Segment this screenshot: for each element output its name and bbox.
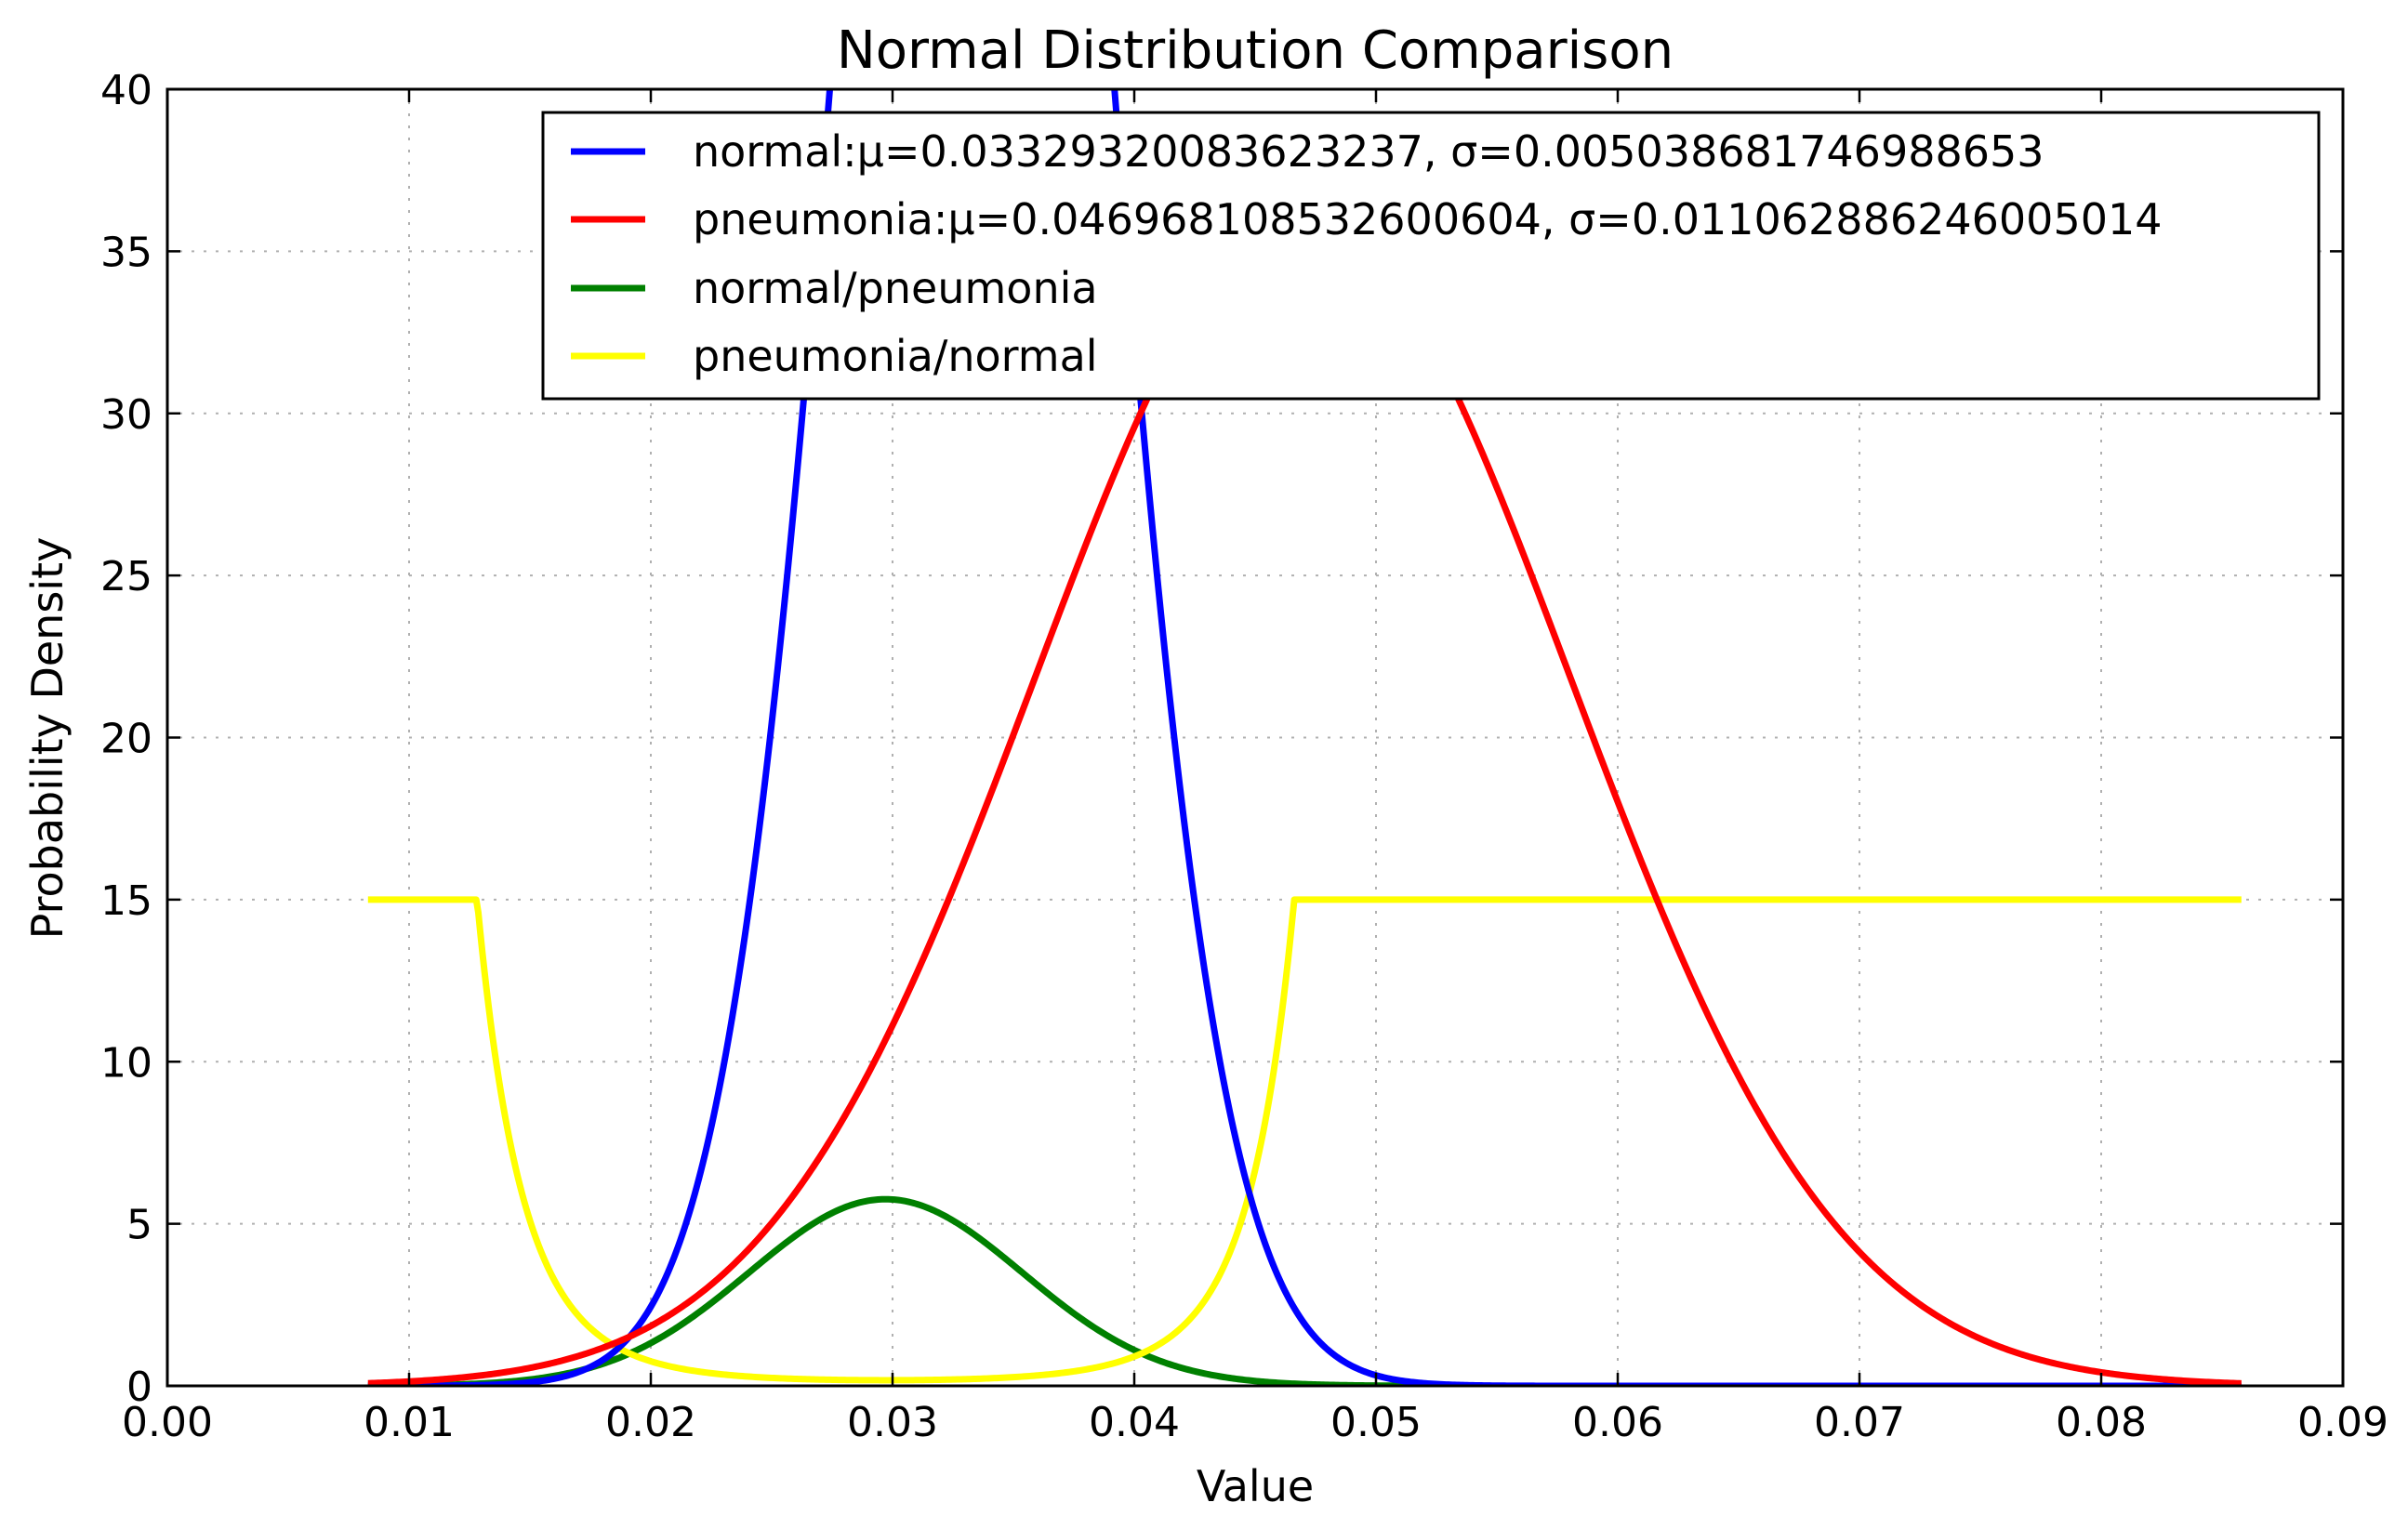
legend-label-pneumonia: pneumonia:μ=0.046968108532600604, σ=0.01… xyxy=(693,194,2163,244)
x-axis-label: Value xyxy=(1197,1461,1314,1511)
y-tick-label: 15 xyxy=(100,877,152,925)
x-tick-label: 0.07 xyxy=(1814,1399,1905,1446)
y-tick-label: 25 xyxy=(100,553,152,600)
y-tick-label: 30 xyxy=(100,391,152,439)
legend-label-normal-pneumonia: normal/pneumonia xyxy=(693,263,1098,313)
chart-title: Normal Distribution Comparison xyxy=(837,20,1674,81)
x-tick-label: 0.02 xyxy=(605,1399,696,1446)
series-pneumonia-normal-curve xyxy=(366,896,2243,1384)
x-tick-label: 0.03 xyxy=(847,1399,938,1446)
y-tick-label: 40 xyxy=(100,67,152,114)
y-tick-label: 20 xyxy=(100,716,152,763)
x-tick-label: 0.04 xyxy=(1089,1399,1180,1446)
series-normal-curve xyxy=(366,89,2243,1386)
y-tick-label: 35 xyxy=(100,229,152,276)
y-tick-label: 5 xyxy=(126,1202,152,1249)
legend: normal:μ=0.03329320083623237, σ=0.005038… xyxy=(541,111,2321,401)
legend-frame xyxy=(541,111,2321,401)
x-tick-label: 0.06 xyxy=(1572,1399,1663,1446)
tick-layer: 0.00 0.01 0.02 0.03 0.04 0.05 0.06 0.07 0.08 0.09… xyxy=(100,67,2388,1446)
x-tick-label: 0.08 xyxy=(2056,1399,2147,1446)
x-tick-label: 0.05 xyxy=(1330,1399,1422,1446)
y-axis-label: Probability Density xyxy=(22,537,73,940)
x-tick-label: 0.09 xyxy=(2297,1399,2388,1446)
legend-label-normal: normal:μ=0.03329320083623237, σ=0.005038… xyxy=(693,126,2044,177)
series-normal-pneumonia-curve xyxy=(366,1195,2243,1386)
x-tick-label: 0.01 xyxy=(364,1399,455,1446)
legend-label-pneumonia-normal: pneumonia/normal xyxy=(693,331,1098,381)
y-tick-label: 10 xyxy=(100,1039,152,1087)
x-tick-label: 0.00 xyxy=(122,1399,213,1446)
y-tick-label: 0 xyxy=(126,1364,152,1411)
